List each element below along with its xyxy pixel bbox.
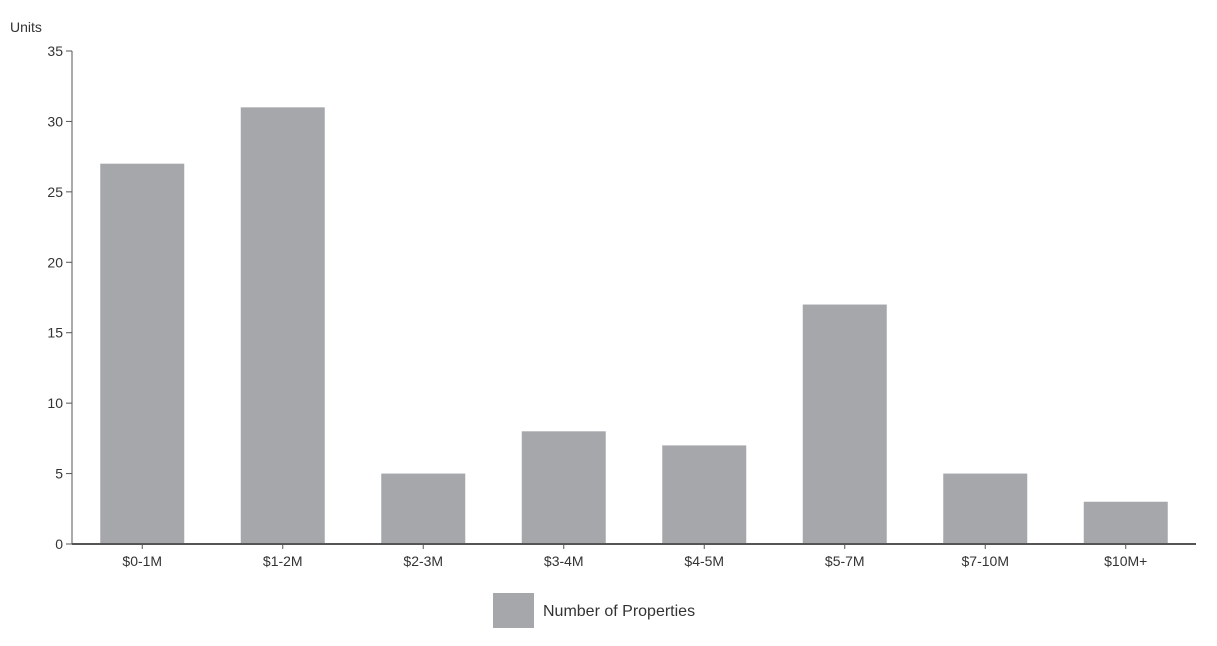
bar — [100, 163, 185, 544]
y-tick-label: 35 — [47, 43, 63, 59]
x-tick-label: $10M+ — [1104, 553, 1147, 569]
bar — [1083, 501, 1168, 544]
bar — [240, 107, 325, 544]
y-tick-label: 15 — [47, 325, 63, 341]
x-tick-label: $4-5M — [684, 553, 724, 569]
x-tick-label: $2-3M — [403, 553, 443, 569]
y-tick-label: 25 — [47, 184, 63, 200]
bar — [802, 304, 887, 544]
y-tick-label: 5 — [55, 466, 63, 482]
bar — [381, 473, 466, 544]
x-axis-ticks: $0-1M $1-2M $2-3M $3-4M $4-5M $5-7M $7-10M $10M… — [122, 544, 1147, 569]
x-tick-label: $3-4M — [544, 553, 584, 569]
bars — [100, 107, 1168, 544]
y-tick-label: 0 — [55, 536, 63, 552]
x-tick-label: $7-10M — [962, 553, 1009, 569]
bar — [943, 473, 1028, 544]
x-tick-label: $1-2M — [263, 553, 303, 569]
bar — [521, 431, 606, 544]
bar — [662, 445, 747, 544]
y-tick-label: 20 — [47, 254, 63, 270]
y-axis-ticks: 0 5 10 15 20 25 30 35 — [47, 43, 72, 552]
x-tick-label: $0-1M — [122, 553, 162, 569]
y-axis-label: Units — [10, 19, 42, 35]
legend-swatch — [493, 593, 534, 628]
y-tick-label: 30 — [47, 113, 63, 129]
legend-label: Number of Properties — [543, 603, 695, 620]
x-tick-label: $5-7M — [825, 553, 865, 569]
y-tick-label: 10 — [47, 395, 63, 411]
legend: Number of Properties — [493, 593, 695, 628]
